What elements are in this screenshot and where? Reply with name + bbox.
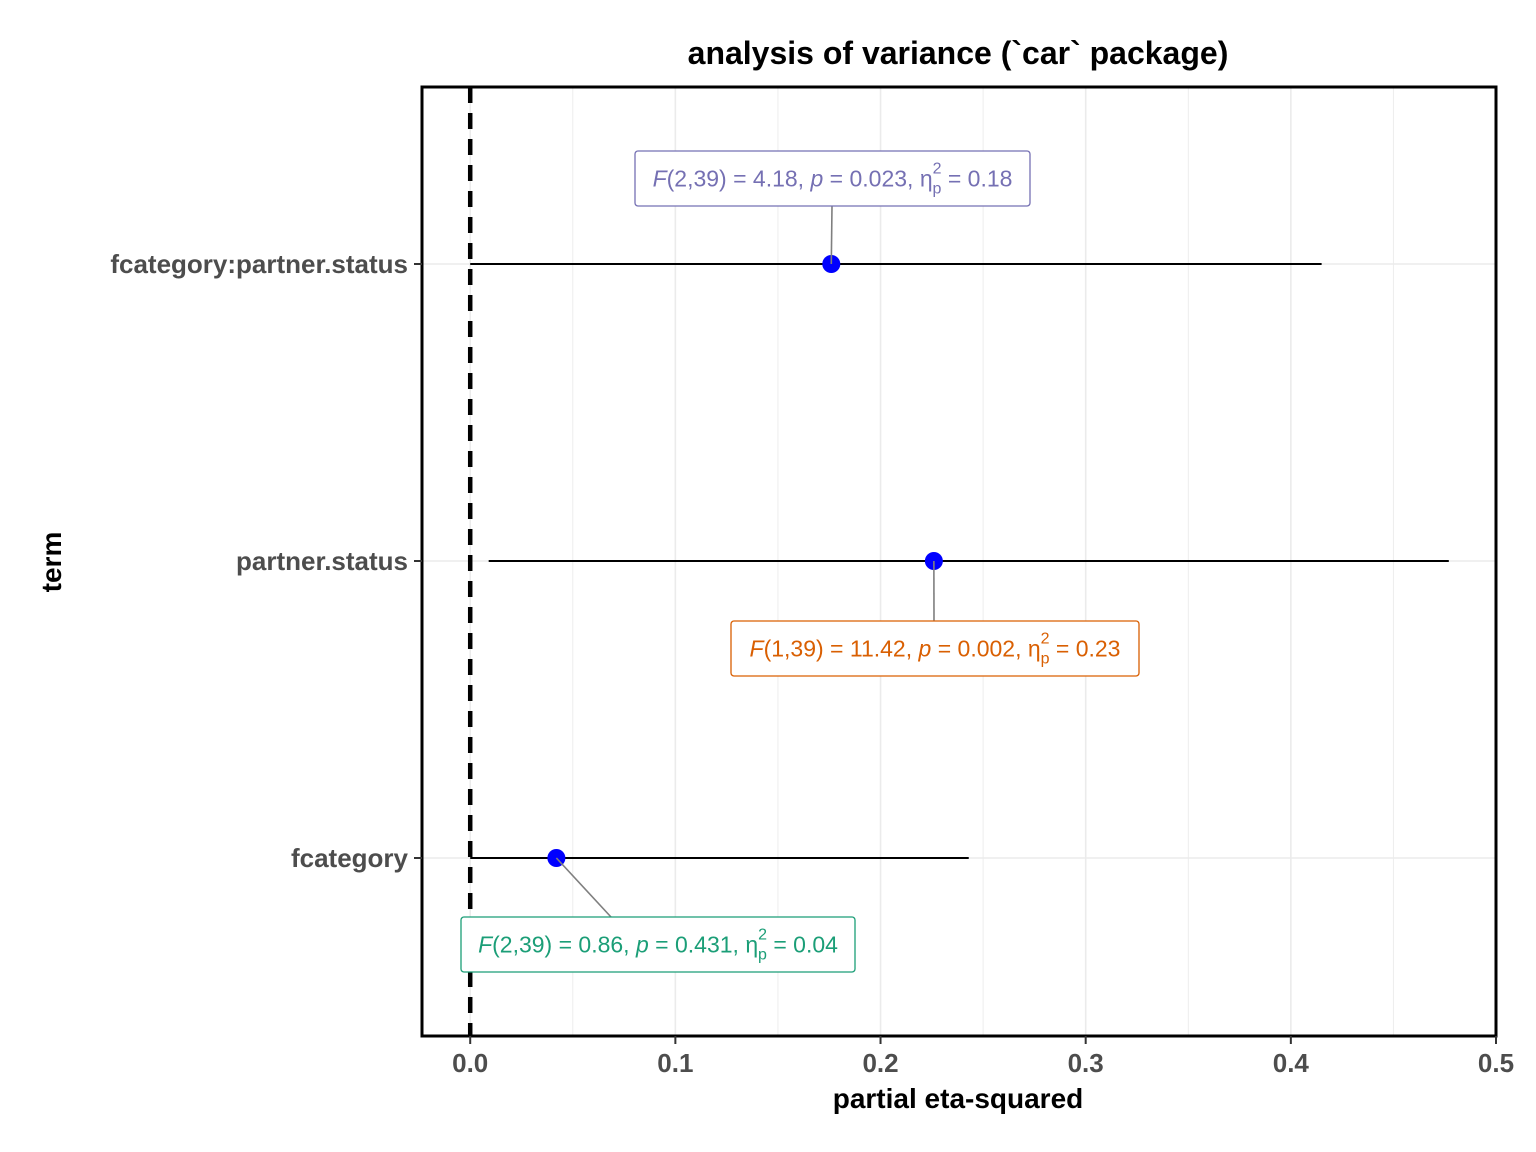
eta-superscript: 2: [933, 161, 942, 178]
annotation-box: [730, 620, 1140, 677]
eta-value: = 0.23: [1049, 636, 1120, 662]
eta-subscript: p: [1041, 651, 1050, 668]
x-tick-label: 0.3: [1068, 1048, 1104, 1078]
stat-value: (2,39) = 4.18,: [667, 166, 811, 192]
eta-superscript: 2: [758, 927, 767, 944]
axes-layer: 0.0 0.1 0.2 0.3 0.4 0.5 fcategory:partner.stat…: [110, 85, 1514, 1078]
x-tick-label: 0.1: [657, 1048, 693, 1078]
eta-symbol: η: [920, 166, 933, 192]
eta-value: = 0.18: [941, 166, 1012, 192]
y-tick-label: partner.status: [236, 546, 408, 576]
x-tick-label: 0.5: [1478, 1048, 1514, 1078]
p-symbol: p: [635, 932, 649, 958]
annotations-layer: F(2,39) = 4.18, p = 0.023, η2 p = 0.18F(1…: [460, 150, 1140, 973]
chart-title: analysis of variance (`car` package): [688, 35, 1229, 71]
p-symbol: p: [918, 636, 932, 662]
x-tick-label: 0.2: [862, 1048, 898, 1078]
y-tick-label: fcategory: [291, 843, 409, 873]
p-value: = 0.023,: [823, 166, 920, 192]
label-connector: [555, 857, 612, 918]
eta-subscript: p: [758, 947, 767, 964]
stat-value: (2,39) = 0.86,: [492, 932, 636, 958]
eta-value: = 0.04: [767, 932, 838, 958]
annotation-label: F(2,39) = 0.86, p = 0.431, η2 p = 0.04: [478, 927, 838, 964]
eta-symbol: η: [745, 932, 758, 958]
eta-symbol: η: [1028, 636, 1041, 662]
stat-symbol: F: [653, 166, 669, 192]
annotation-label: F(1,39) = 11.42, p = 0.002, η2 p = 0.23: [750, 631, 1121, 668]
p-value: = 0.002,: [931, 636, 1028, 662]
x-axis-title: partial eta-squared: [833, 1083, 1084, 1114]
stat-symbol: F: [478, 932, 494, 958]
p-value: = 0.431,: [649, 932, 746, 958]
x-tick-label: 0.0: [452, 1048, 488, 1078]
y-axis-title: term: [36, 532, 67, 593]
stat-value: (1,39) = 11.42,: [764, 636, 919, 662]
p-symbol: p: [809, 166, 823, 192]
eta-superscript: 2: [1041, 631, 1050, 648]
stat-symbol: F: [750, 636, 766, 662]
annotation-label: F(2,39) = 4.18, p = 0.023, η2 p = 0.18: [653, 161, 1013, 198]
x-tick-label: 0.4: [1273, 1048, 1310, 1078]
label-connector: [830, 205, 833, 265]
y-tick-label: fcategory:partner.status: [110, 249, 408, 279]
annotation-box: [460, 916, 856, 973]
annotation-box: [634, 150, 1031, 207]
eta-subscript: p: [933, 181, 942, 198]
